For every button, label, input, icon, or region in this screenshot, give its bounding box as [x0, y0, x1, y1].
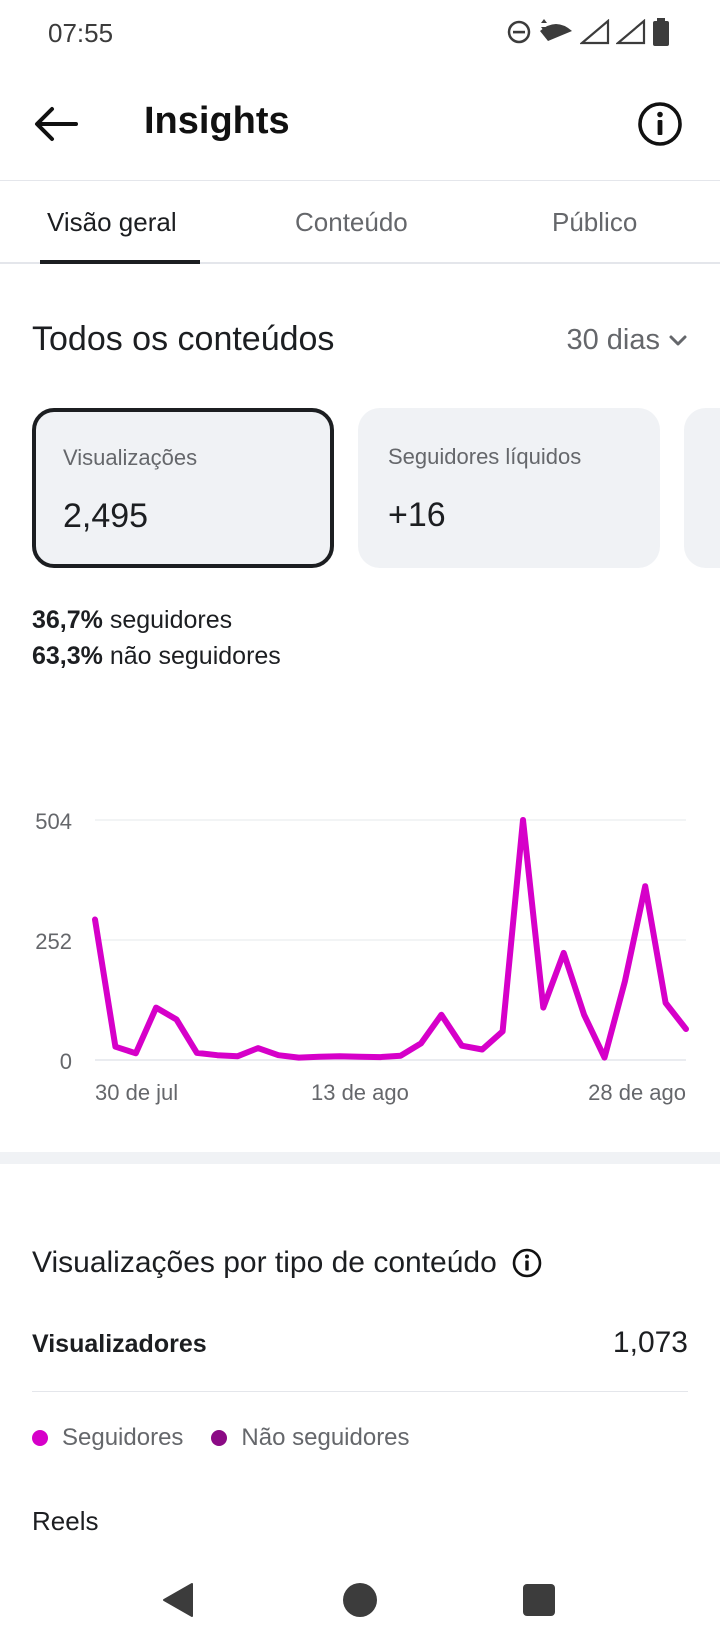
- date-range-dropdown[interactable]: 30 dias: [566, 324, 688, 357]
- chart-data-point[interactable]: [357, 1054, 363, 1060]
- chart-legend: Seguidores Não seguidores: [32, 1424, 410, 1452]
- chart-data-point[interactable]: [663, 1000, 669, 1006]
- metric-card-value: 2,495: [63, 497, 149, 535]
- chart-data-point[interactable]: [520, 817, 526, 823]
- views-breakdown: 36,7% seguidores 63,3% não seguidores: [32, 602, 281, 674]
- chart-data-point[interactable]: [418, 1040, 424, 1046]
- chart-data-point[interactable]: [601, 1055, 607, 1061]
- tab-overview[interactable]: Visão geral: [47, 207, 177, 237]
- battery-icon: [653, 18, 669, 46]
- chart-data-point[interactable]: [561, 950, 567, 956]
- section-divider: [0, 1152, 720, 1164]
- content-type-header: Visualizações por tipo de conteúdo: [32, 1246, 543, 1280]
- info-button[interactable]: [636, 100, 684, 148]
- chart-data-point[interactable]: [622, 978, 628, 984]
- back-button[interactable]: [28, 98, 84, 150]
- chart-data-point[interactable]: [214, 1052, 220, 1058]
- x-tick-label: 28 de ago: [588, 1080, 686, 1105]
- chart-data-point[interactable]: [194, 1050, 200, 1056]
- chart-data-point[interactable]: [112, 1044, 118, 1050]
- overview-header: Todos os conteúdos 30 dias: [32, 318, 688, 366]
- metric-card-label: Visualizações: [63, 445, 198, 470]
- chart-data-point[interactable]: [255, 1045, 261, 1051]
- views-line-chart: 0 252 504 30 de jul 13 de ago 28 de ago: [35, 809, 689, 1105]
- legend-dot: [32, 1430, 48, 1446]
- chart-data-point[interactable]: [500, 1028, 506, 1034]
- back-triangle-icon[interactable]: [160, 1580, 200, 1620]
- tab-active-indicator: [40, 260, 200, 264]
- chevron-down-icon: [669, 335, 687, 345]
- content-type-title: Visualizações por tipo de conteúdo: [32, 1246, 497, 1279]
- chart-data-point[interactable]: [133, 1050, 139, 1056]
- followers-breakdown: 36,7% seguidores: [32, 606, 233, 634]
- chart-data-point[interactable]: [296, 1055, 302, 1061]
- chart-data-point[interactable]: [398, 1053, 404, 1059]
- y-tick-label: 0: [60, 1049, 72, 1074]
- views-series-line: [92, 817, 689, 1061]
- chart-data-point[interactable]: [337, 1053, 343, 1059]
- metric-card-net-followers[interactable]: Seguidores líquidos +16: [358, 408, 660, 568]
- chart-data-point[interactable]: [540, 1005, 546, 1011]
- home-circle-icon[interactable]: [340, 1580, 380, 1620]
- arrow-left-icon: [35, 107, 78, 141]
- status-time: 07:55: [48, 18, 114, 48]
- do-not-disturb-icon: [507, 20, 531, 44]
- chart-data-point[interactable]: [377, 1054, 383, 1060]
- section-title: Todos os conteúdos: [32, 320, 335, 358]
- date-range-value: 30 dias: [566, 324, 660, 356]
- non-followers-breakdown: 63,3% não seguidores: [32, 642, 281, 670]
- chart-data-point[interactable]: [235, 1053, 241, 1059]
- system-nav-bar: [0, 1560, 720, 1640]
- page-title: Insights: [144, 100, 290, 142]
- chart-data-point[interactable]: [438, 1012, 444, 1018]
- chart-data-point[interactable]: [479, 1047, 485, 1053]
- chart-data-point[interactable]: [581, 1012, 587, 1018]
- legend-item-followers: Seguidores: [32, 1424, 183, 1452]
- x-tick-label: 13 de ago: [311, 1080, 409, 1105]
- signal-icon: [616, 19, 646, 45]
- recents-square-icon[interactable]: [519, 1580, 559, 1620]
- chart-data-point[interactable]: [459, 1043, 465, 1049]
- tab-bar: Visão geral Conteúdo Público: [0, 180, 720, 264]
- x-tick-label: 30 de jul: [95, 1080, 178, 1105]
- viewers-label: Visualizadores: [32, 1330, 207, 1358]
- chart-data-point[interactable]: [92, 917, 98, 923]
- legend-label: Seguidores: [62, 1424, 184, 1451]
- tab-content[interactable]: Conteúdo: [295, 207, 408, 237]
- metric-cards: Visualizações 2,495 Seguidores líquidos …: [32, 408, 720, 568]
- tab-audience[interactable]: Público: [552, 207, 638, 237]
- viewers-row: Visualizadores 1,073: [32, 1326, 688, 1392]
- chart-data-point[interactable]: [174, 1017, 180, 1023]
- chart-data-point[interactable]: [683, 1026, 689, 1032]
- metric-card-value: +16: [388, 496, 446, 534]
- metric-card-views[interactable]: Visualizações 2,495: [32, 408, 334, 568]
- chart-data-point[interactable]: [316, 1054, 322, 1060]
- metric-card-label: Seguidores líquidos: [388, 444, 582, 469]
- signal-icon: [580, 19, 610, 45]
- content-type-row-reels: Reels: [32, 1506, 99, 1536]
- status-bar: 07:55: [0, 0, 720, 68]
- legend-item-non-followers: Não seguidores: [211, 1424, 410, 1452]
- y-tick-label: 252: [35, 929, 72, 954]
- status-icons: [506, 18, 670, 46]
- app-bar: Insights: [0, 68, 720, 180]
- chart-data-point[interactable]: [153, 1005, 159, 1011]
- y-tick-label: 504: [35, 809, 72, 834]
- wifi-icon: [540, 19, 572, 41]
- legend-label: Não seguidores: [241, 1424, 410, 1451]
- info-icon[interactable]: [511, 1247, 543, 1279]
- metric-card-partial[interactable]: [684, 408, 720, 568]
- chart-data-point[interactable]: [642, 883, 648, 889]
- chart-data-point[interactable]: [275, 1052, 281, 1058]
- info-icon: [638, 102, 682, 146]
- legend-dot: [211, 1430, 228, 1446]
- viewers-value: 1,073: [612, 1326, 688, 1359]
